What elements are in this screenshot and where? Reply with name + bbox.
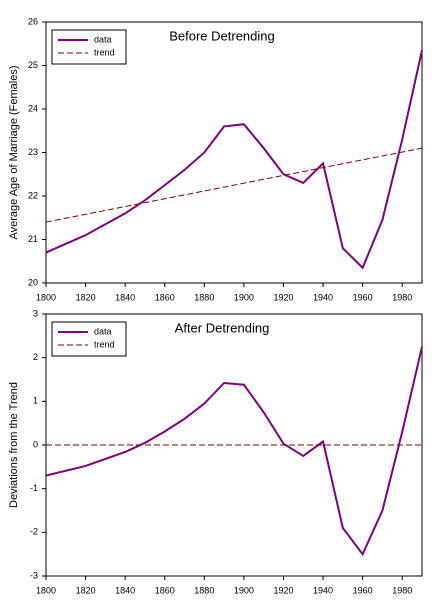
x-tick-label: 1960	[353, 292, 373, 302]
y-tick-label: 23	[28, 147, 38, 157]
x-tick-label: 1900	[234, 292, 254, 302]
x-tick-label: 1880	[194, 292, 214, 302]
chart-title: Before Detrending	[169, 28, 275, 43]
y-tick-label: 3	[33, 308, 38, 318]
x-tick-label: 1820	[76, 292, 96, 302]
y-tick-label: 22	[28, 190, 38, 200]
x-tick-label: 1900	[234, 585, 254, 595]
series-line	[45, 346, 423, 557]
x-tick-label: 1940	[313, 585, 333, 595]
x-tick-label: 1980	[392, 585, 412, 595]
y-tick-label: 25	[28, 60, 38, 70]
x-tick-label: 1820	[76, 585, 96, 595]
x-tick-label: 1800	[36, 292, 56, 302]
x-tick-label: 1860	[155, 585, 175, 595]
x-tick-label: 1800	[36, 585, 56, 595]
y-tick-label: 1	[33, 396, 38, 406]
x-tick-label: 1940	[313, 292, 333, 302]
y-tick-label: -3	[30, 570, 38, 580]
legend-label: data	[94, 326, 112, 336]
y-tick-label: 21	[28, 234, 38, 244]
x-tick-label: 1960	[353, 585, 373, 595]
series-line	[45, 50, 423, 270]
x-tick-label: 1840	[115, 585, 135, 595]
y-tick-label: 26	[28, 16, 38, 26]
legend-box	[51, 321, 127, 357]
y-tick-label: -2	[30, 527, 38, 537]
y-tick-label: 2	[33, 352, 38, 362]
y-tick-label: 0	[33, 439, 38, 449]
x-tick-label: 1860	[155, 292, 175, 302]
y-tick-label: -1	[30, 483, 38, 493]
legend-label: trend	[94, 47, 115, 57]
x-tick-label: 1880	[194, 585, 214, 595]
x-tick-label: 1920	[273, 585, 293, 595]
y-tick-label: 24	[28, 103, 38, 113]
y-axis-label: Deviations from the Trend	[8, 382, 20, 508]
legend-box	[51, 29, 127, 65]
legend-label: trend	[94, 339, 115, 349]
y-axis-label: Average Age of Marriage (Females)	[8, 65, 20, 239]
series-line	[45, 147, 423, 223]
x-tick-label: 1840	[115, 292, 135, 302]
chart-title: After Detrending	[175, 320, 270, 335]
x-tick-label: 1920	[273, 292, 293, 302]
legend-label: data	[94, 34, 112, 44]
y-tick-label: 20	[28, 277, 38, 287]
x-tick-label: 1980	[392, 292, 412, 302]
